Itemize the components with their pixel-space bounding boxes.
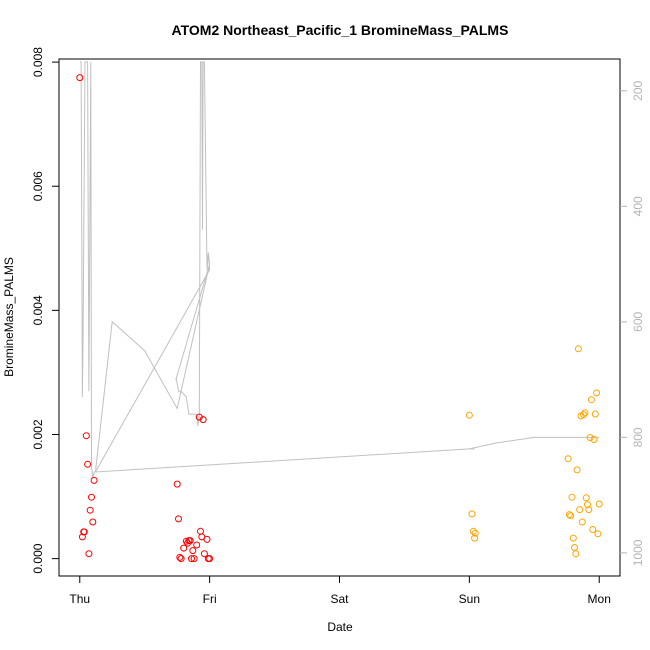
altitude-line: [79, 61, 600, 478]
data-point: [188, 555, 195, 563]
data-point: [471, 529, 479, 537]
data-point: [465, 411, 473, 419]
data-point: [199, 416, 207, 424]
y-axis: 0.000 0.002 0.004 0.006 0.008: [31, 47, 59, 574]
data-point: [85, 550, 93, 558]
right-y-tick-label: 200: [631, 80, 645, 100]
x-axis-label: Date: [327, 620, 353, 634]
x-tick-label: Mon: [588, 592, 611, 606]
data-point: [82, 432, 90, 440]
data-point: [594, 530, 602, 538]
data-point: [595, 500, 603, 508]
x-tick-label: Fri: [203, 592, 217, 606]
right-y-axis: 200 400 600 800 1000: [620, 80, 645, 566]
x-tick-label: Thu: [69, 592, 90, 606]
data-point: [576, 506, 584, 514]
y-tick-label: 0.004: [31, 295, 45, 325]
data-point: [206, 555, 214, 563]
chart-title: ATOM2 Northeast_Pacific_1 BromineMass_PA…: [172, 22, 509, 38]
x-tick-label: Sat: [330, 592, 349, 606]
y-tick-label: 0.006: [31, 171, 45, 201]
data-point: [200, 550, 208, 558]
y-axis-label: BromineMass_PALMS: [2, 257, 16, 377]
data-point: [585, 506, 593, 514]
right-y-tick-label: 600: [631, 311, 645, 331]
data-point: [593, 389, 601, 397]
data-point: [591, 410, 599, 418]
data-point: [190, 555, 198, 563]
data-point: [76, 74, 84, 82]
data-point: [173, 480, 181, 488]
data-point: [182, 537, 190, 545]
data-point: [180, 544, 188, 552]
right-y-tick-label: 1000: [631, 539, 645, 566]
data-point: [572, 550, 580, 558]
data-point: [189, 547, 197, 555]
data-point: [567, 512, 575, 520]
data-point: [88, 493, 95, 501]
data-point: [581, 409, 589, 417]
right-y-tick-label: 800: [631, 427, 645, 447]
data-point: [578, 518, 586, 526]
data-point: [574, 345, 582, 353]
data-point: [565, 511, 573, 519]
data-point: [193, 541, 201, 549]
data-point: [80, 528, 88, 536]
data-point: [86, 506, 94, 514]
data-point: [471, 534, 479, 542]
y-tick-label: 0.002: [31, 419, 45, 449]
x-tick-label: Sun: [459, 592, 480, 606]
data-point: [176, 553, 184, 561]
data-point: [568, 493, 576, 501]
altitude-line-layer: [79, 61, 600, 478]
data-point: [186, 537, 194, 545]
data-point: [175, 515, 182, 523]
data-point: [584, 501, 591, 509]
data-point: [586, 434, 594, 442]
data-point: [468, 510, 476, 518]
data-point: [582, 494, 590, 502]
y-tick-label: 0.000: [31, 543, 45, 573]
right-y-tick-label: 400: [631, 196, 645, 216]
data-point: [587, 396, 595, 404]
data-point: [469, 527, 477, 535]
points-layer: [76, 74, 603, 563]
data-point: [580, 411, 588, 419]
data-point: [90, 476, 98, 484]
data-point: [564, 455, 572, 463]
x-axis: Thu Fri Sat Sun Mon: [69, 576, 611, 606]
y-tick-label: 0.008: [31, 47, 45, 77]
data-point: [203, 535, 211, 543]
data-point: [84, 460, 92, 468]
data-point: [589, 526, 597, 533]
data-point: [89, 518, 97, 526]
data-point: [569, 534, 577, 542]
data-point: [573, 466, 581, 474]
data-point: [177, 555, 185, 563]
data-point: [590, 436, 598, 443]
